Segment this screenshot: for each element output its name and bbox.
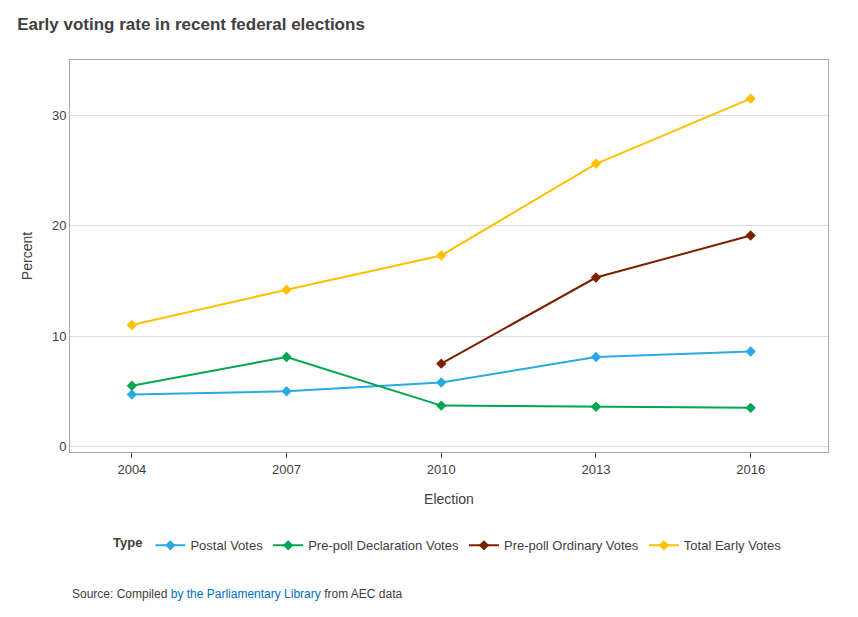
svg-text:30: 30 (52, 108, 66, 123)
svg-text:Pre-poll Declaration Votes: Pre-poll Declaration Votes (308, 538, 459, 553)
svg-text:Percent: Percent (19, 232, 35, 280)
svg-text:2016: 2016 (736, 462, 765, 477)
svg-text:0: 0 (59, 439, 66, 454)
svg-text:2013: 2013 (581, 462, 610, 477)
svg-text:10: 10 (52, 329, 66, 344)
svg-text:Postal Votes: Postal Votes (190, 538, 263, 553)
svg-text:Early voting rate in recent fe: Early voting rate in recent federal elec… (17, 15, 365, 34)
svg-text:2004: 2004 (117, 462, 146, 477)
svg-text:Total Early Votes: Total Early Votes (684, 538, 781, 553)
svg-text:Election: Election (424, 491, 474, 507)
svg-text:2007: 2007 (272, 462, 301, 477)
svg-text:2010: 2010 (427, 462, 456, 477)
svg-text:Pre-poll Ordinary Votes: Pre-poll Ordinary Votes (504, 538, 639, 553)
svg-text:Type: Type (113, 535, 142, 550)
svg-text:20: 20 (52, 218, 66, 233)
svg-text:Source: Compiled by the Parlia: Source: Compiled by the Parliamentary Li… (72, 587, 402, 601)
